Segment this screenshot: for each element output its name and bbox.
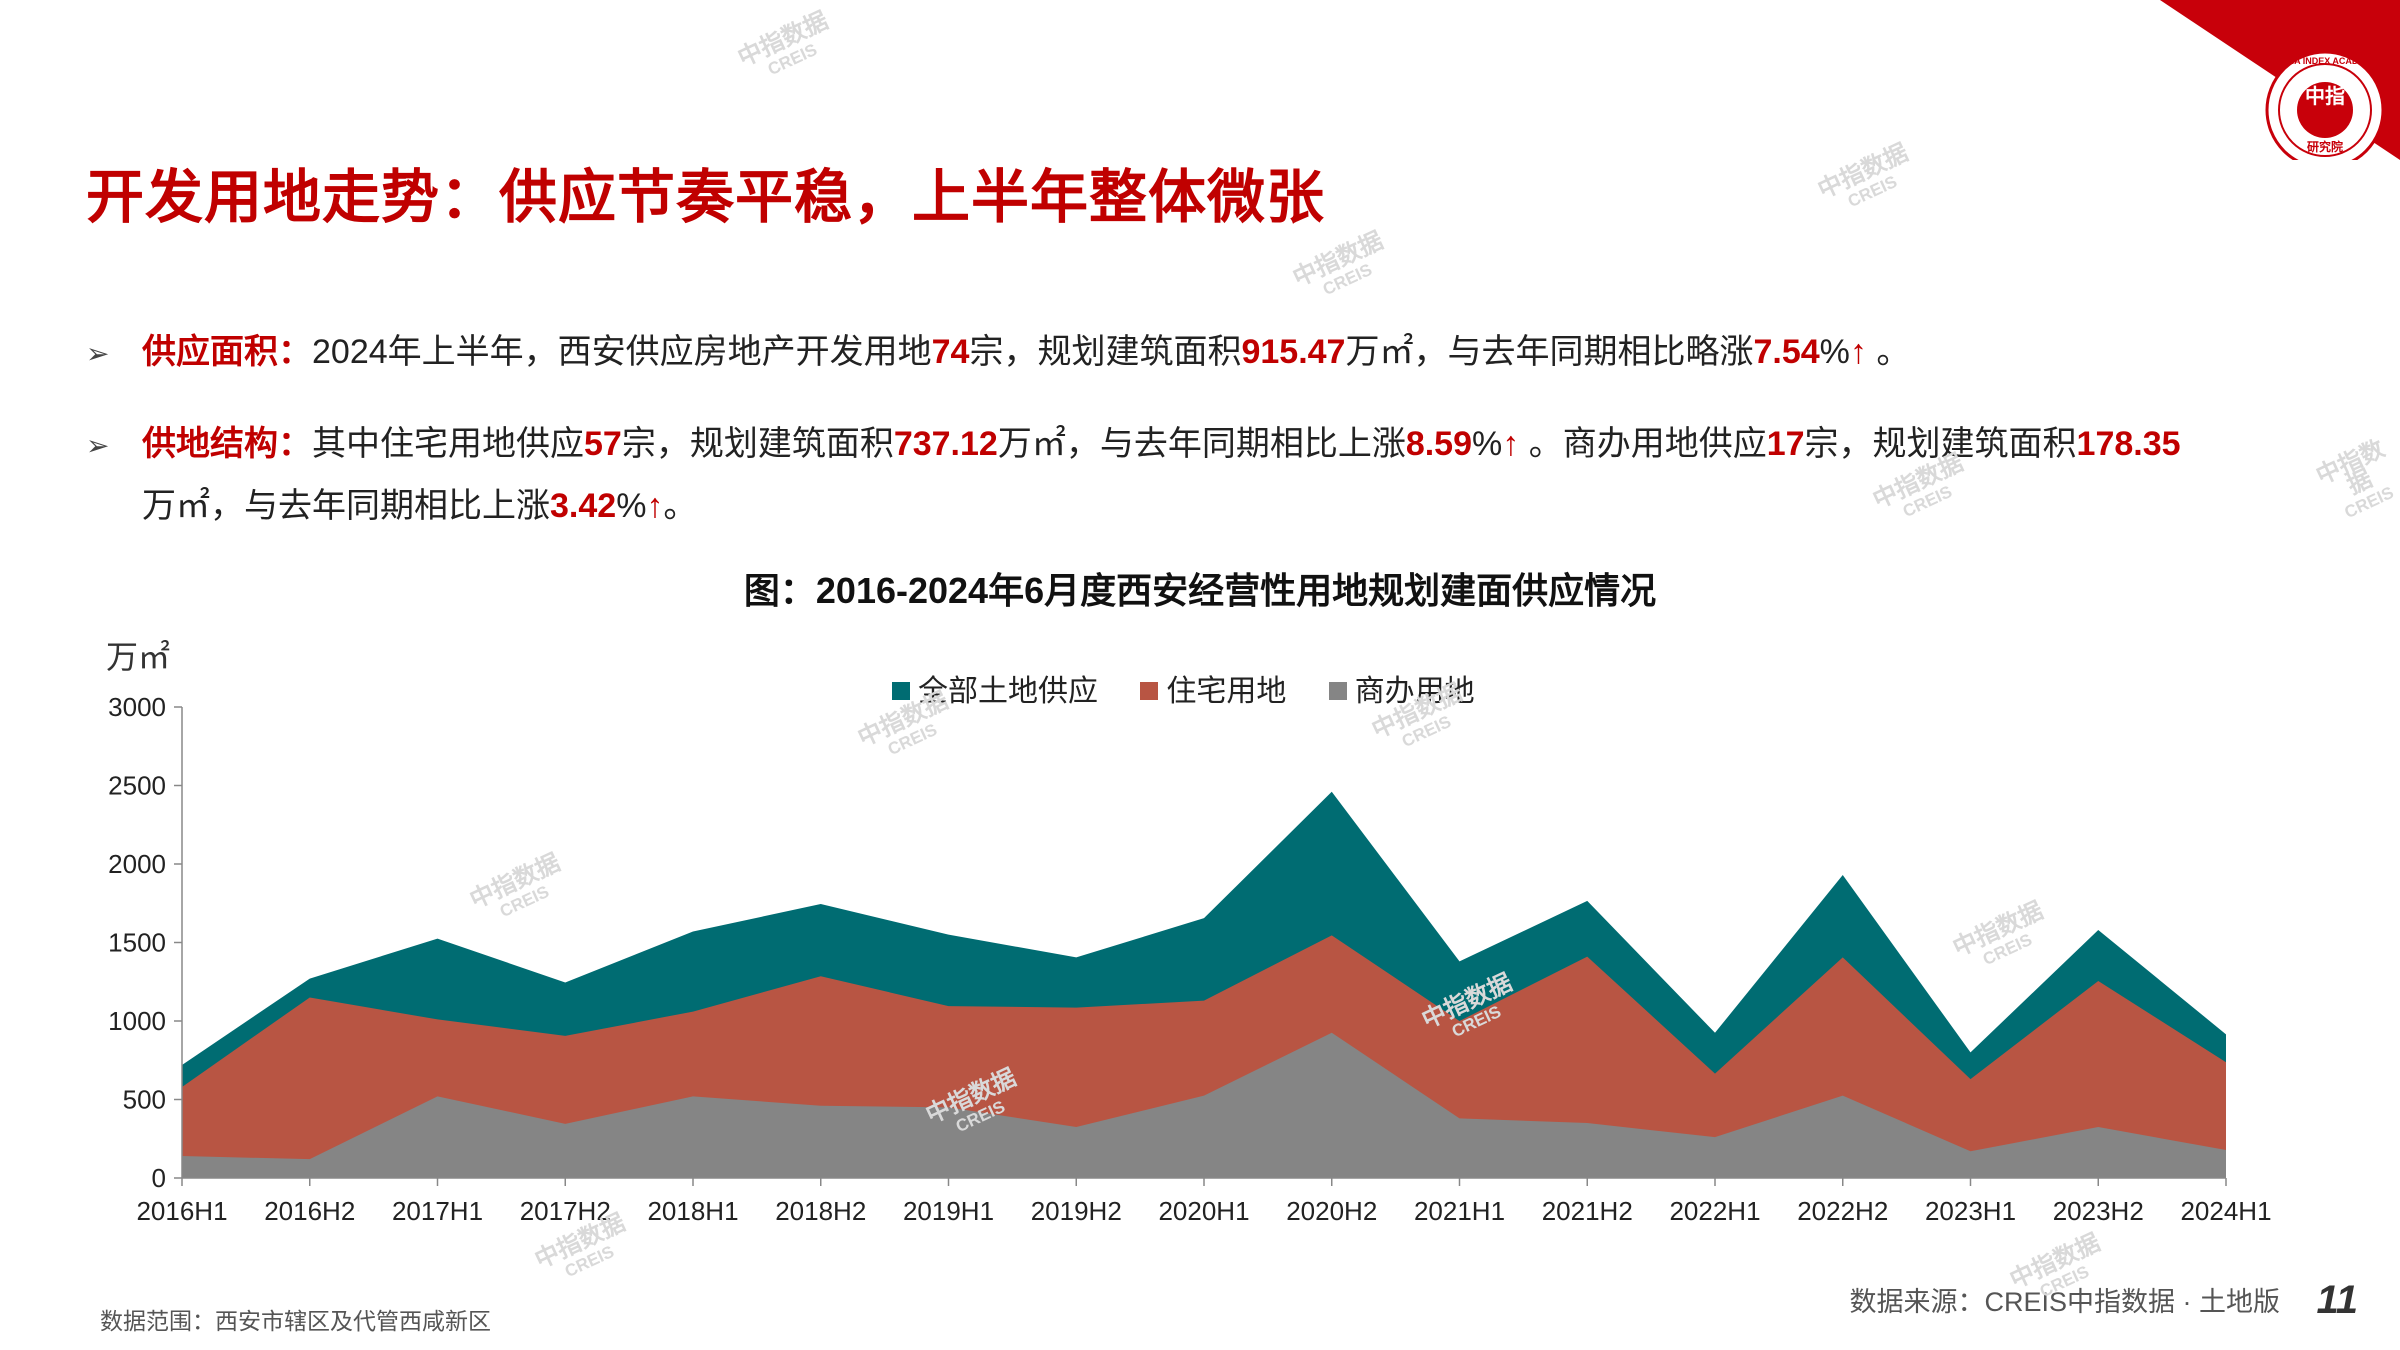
legend-item-residential: 住宅用地 — [1140, 666, 1286, 710]
text: % — [616, 487, 647, 525]
legend-swatch — [892, 682, 910, 700]
x-tick-label: 2019H1 — [903, 1196, 994, 1226]
legend-swatch — [1328, 682, 1347, 700]
data-scope-note: 数据范围：西安市辖区及代管西咸新区 — [100, 1308, 491, 1334]
text: % — [1819, 333, 1850, 371]
x-tick-label: 2020H2 — [1286, 1196, 1377, 1226]
y-tick-label: 500 — [123, 1085, 166, 1115]
legend-item-total: 全部土地供应 — [892, 666, 1098, 710]
x-tick-label: 2018H1 — [647, 1196, 738, 1226]
y-tick-label: 1000 — [108, 1006, 166, 1036]
data-source-note: 数据来源：CREIS中指数据 · 土地版 — [1849, 1287, 2280, 1317]
text: 。 — [1866, 333, 1911, 371]
value: 737.12 — [893, 425, 998, 463]
x-tick-label: 2022H2 — [1797, 1196, 1888, 1226]
text: 其中住宅用地供应 — [312, 425, 584, 463]
value: 57 — [584, 425, 622, 463]
y-axis-unit: 万㎡ — [106, 639, 171, 675]
legend-swatch — [1140, 682, 1159, 700]
text: 万㎡，与去年同期相比上涨 — [142, 487, 550, 525]
bullet-arrow-icon: ➢ — [86, 338, 110, 369]
text: 。 — [663, 487, 698, 525]
x-tick-label: 2023H2 — [2053, 1196, 2144, 1226]
text: 万㎡，与去年同期相比略涨 — [1345, 333, 1754, 371]
x-tick-label: 2023H1 — [1925, 1196, 2016, 1226]
value: 74 — [931, 333, 970, 371]
chart-title: 图：2016-2024年6月度西安经营性用地规划建面供应情况 — [743, 570, 1657, 611]
y-tick-label: 1500 — [108, 928, 166, 958]
x-tick-label: 2016H2 — [264, 1196, 355, 1226]
x-tick-label: 2018H2 — [775, 1196, 866, 1226]
text: 2024年上半年，西安供应房地产开发用地 — [312, 333, 932, 371]
up-arrow-icon: ↑ — [646, 487, 664, 525]
corner-logo-banner — [2160, 0, 2400, 160]
x-tick-label: 2017H2 — [520, 1196, 611, 1226]
bullet-supply-structure-cont: 万㎡，与去年同期相比上涨3.42%↑。 — [142, 476, 697, 536]
y-tick-label: 2500 — [108, 771, 166, 801]
text: 宗，规划建筑面积 — [1804, 425, 2077, 463]
legend-label: 商办用地 — [1354, 675, 1475, 708]
series-area-2 — [182, 1032, 2226, 1178]
text: % — [1472, 425, 1503, 463]
legend-item-commercial: 商办用地 — [1328, 666, 1475, 710]
page-number: 11 — [2316, 1278, 2358, 1322]
logo-top-text: CHINA INDEX ACADEMY — [2272, 56, 2378, 66]
legend-label: 住宅用地 — [1166, 675, 1287, 708]
value: 7.54 — [1753, 333, 1820, 371]
bullet-label: 供地结构： — [142, 425, 312, 463]
y-tick-label: 2000 — [108, 849, 166, 879]
text: 宗，规划建筑面积 — [621, 425, 894, 463]
x-tick-label: 2021H1 — [1414, 1196, 1505, 1226]
x-tick-label: 2020H1 — [1158, 1196, 1249, 1226]
bullet-label: 供应面积： — [142, 333, 312, 371]
page-title: 开发用地走势：供应节奏平稳，上半年整体微张 — [86, 165, 1326, 230]
bullet-supply-area: ➢ 供应面积：2024年上半年，西安供应房地产开发用地74宗，规划建筑面积915.… — [86, 322, 1910, 384]
logo-center-text: 中指 — [2305, 86, 2345, 108]
x-tick-label: 2021H2 — [1542, 1196, 1633, 1226]
value: 8.59 — [1405, 425, 1473, 463]
value: 178.35 — [2076, 425, 2181, 463]
text: 宗，规划建筑面积 — [969, 333, 1242, 371]
legend-label: 全部土地供应 — [918, 675, 1098, 708]
bullet-arrow-icon: ➢ — [86, 430, 110, 461]
x-tick-label: 2024H1 — [2180, 1196, 2271, 1226]
value: 3.42 — [550, 487, 617, 525]
bullet-supply-structure: ➢ 供地结构：其中住宅用地供应57宗，规划建筑面积737.12万㎡，与去年同期相比… — [86, 414, 2181, 476]
value: 915.47 — [1241, 333, 1346, 371]
x-tick-label: 2022H1 — [1669, 1196, 1760, 1226]
up-arrow-icon: ↑ — [1849, 333, 1867, 371]
up-arrow-icon: ↑ — [1502, 425, 1520, 463]
logo-bottom-text: 研究院 — [2306, 140, 2343, 154]
x-tick-label: 2019H2 — [1031, 1196, 1122, 1226]
x-tick-label: 2016H1 — [136, 1196, 227, 1226]
chart-legend: 全部土地供应 住宅用地 商办用地 — [892, 666, 1509, 710]
y-tick-label: 3000 — [108, 692, 166, 722]
y-tick-label: 0 — [152, 1163, 166, 1193]
text: 。商办用地供应 — [1519, 425, 1767, 463]
value: 17 — [1766, 425, 1805, 463]
x-tick-label: 2017H1 — [392, 1196, 483, 1226]
text: 万㎡，与去年同期相比上涨 — [997, 425, 1406, 463]
